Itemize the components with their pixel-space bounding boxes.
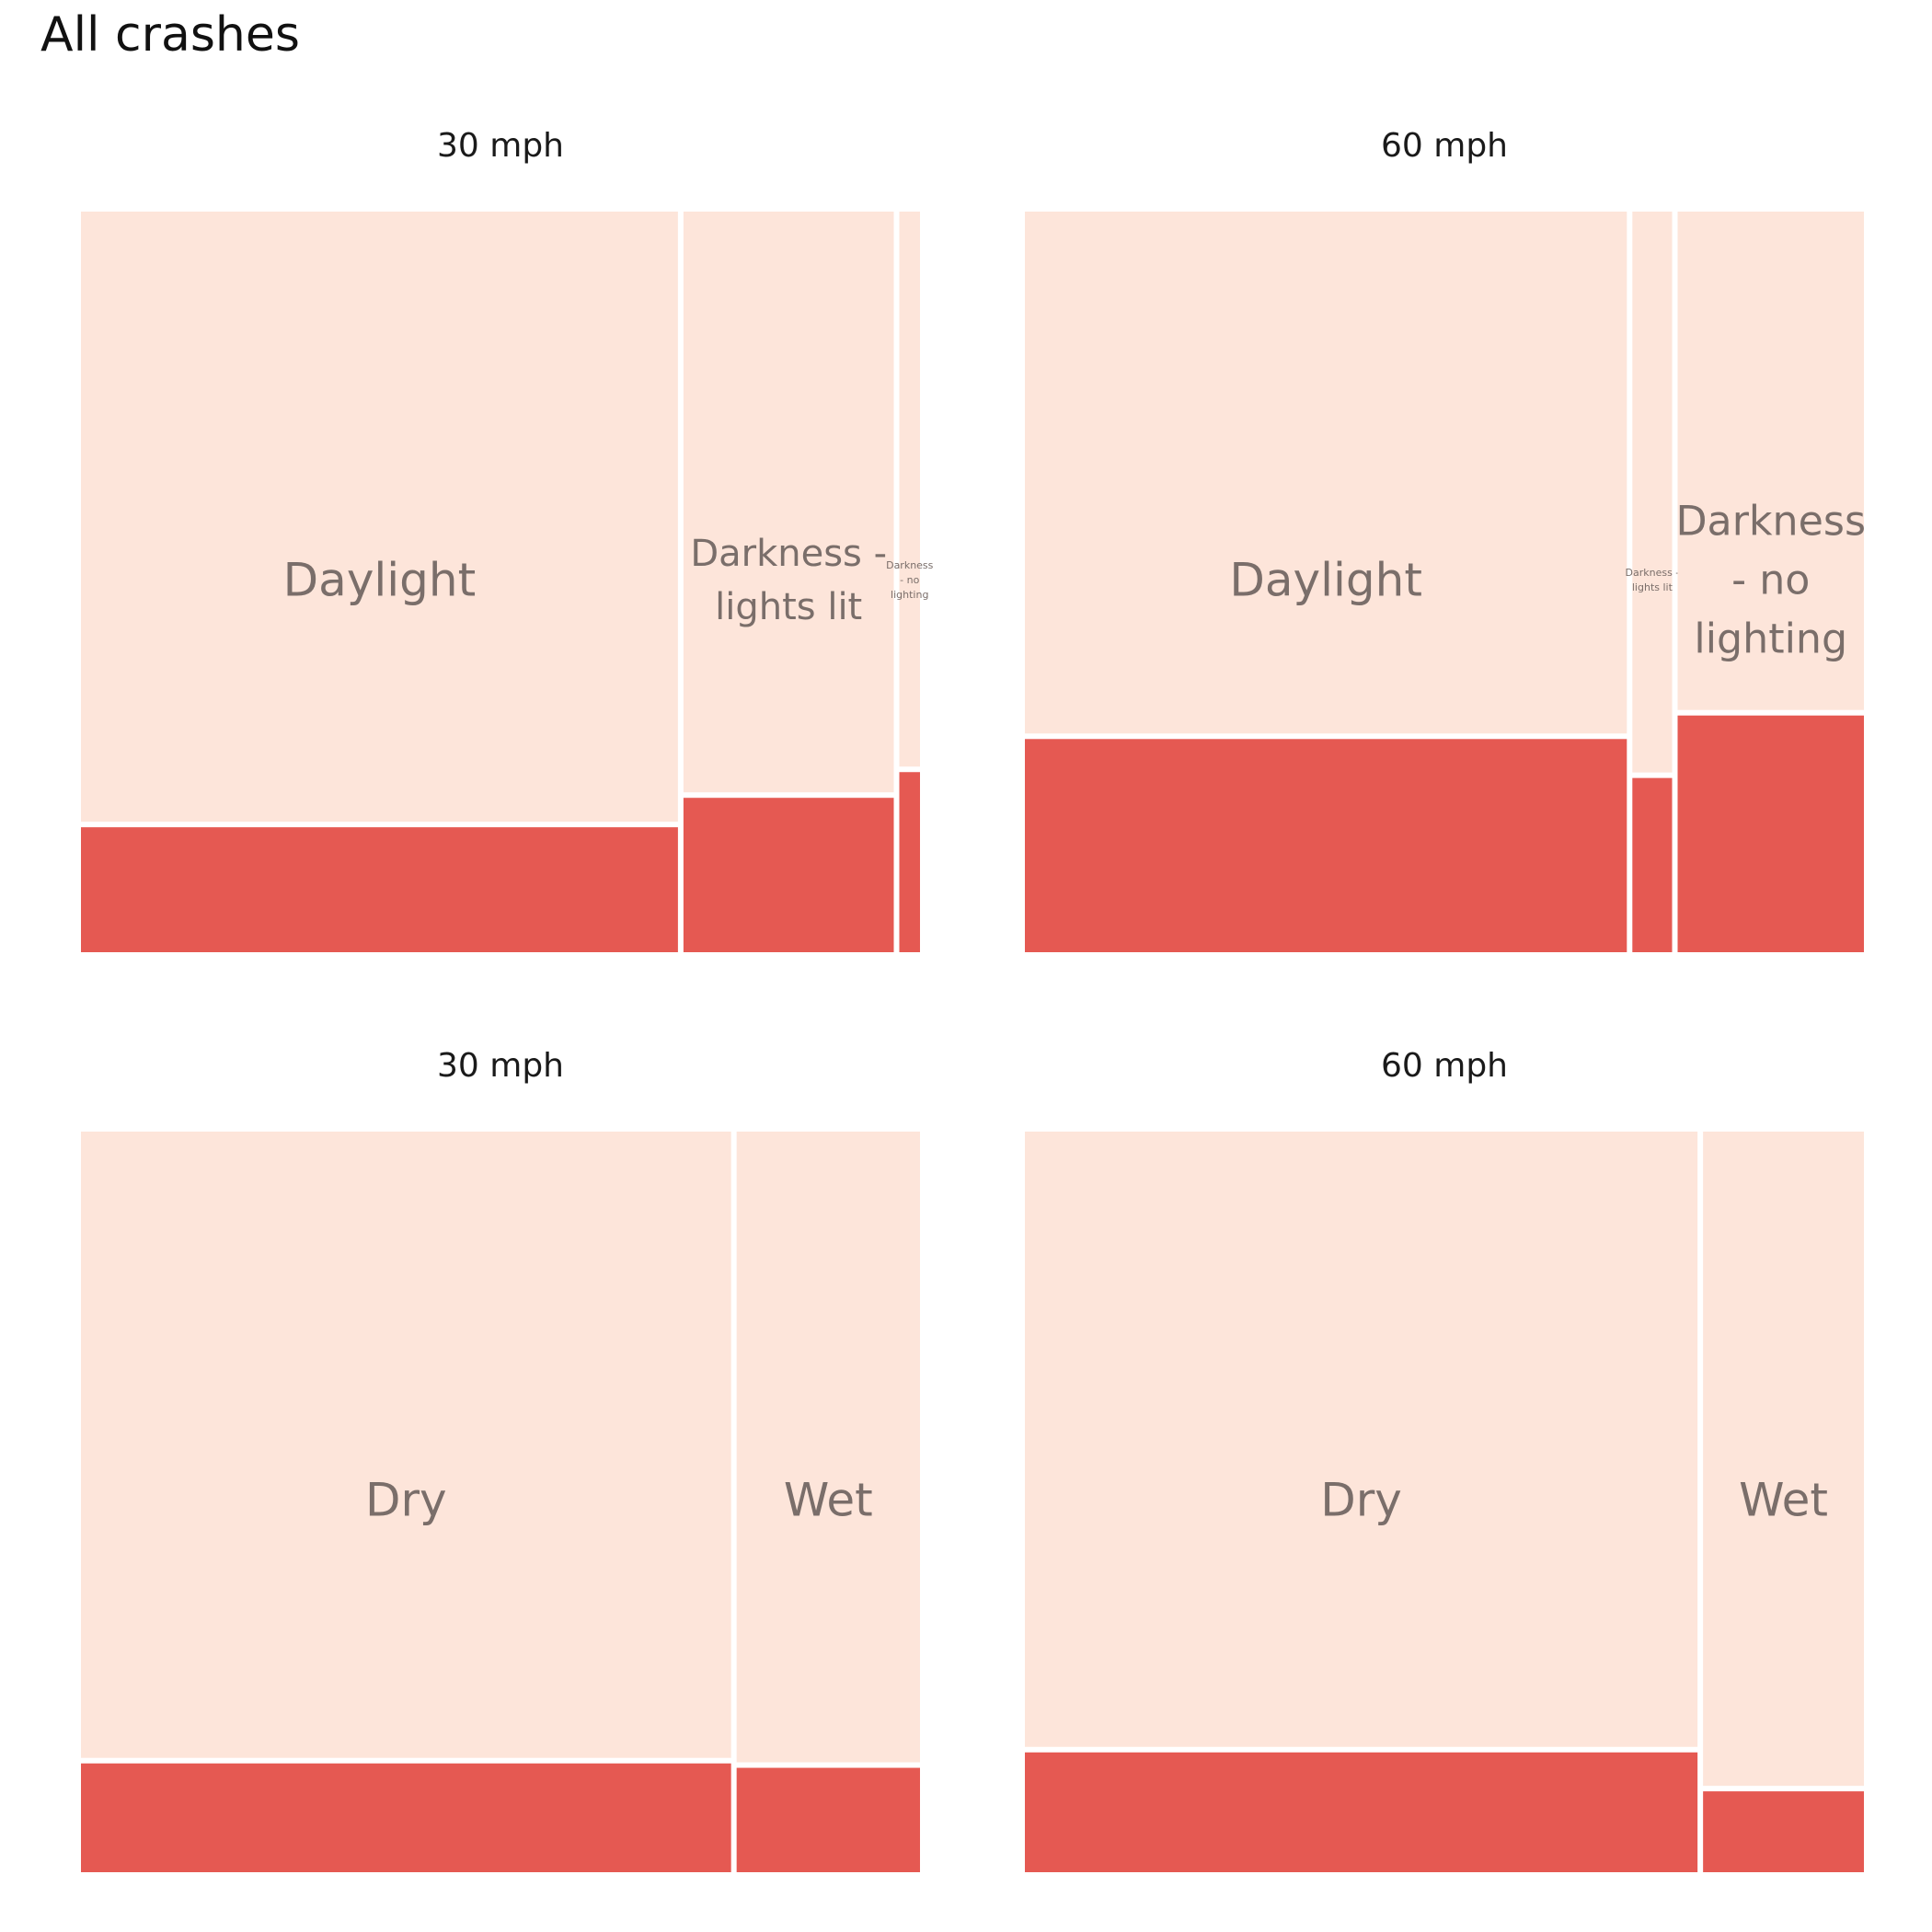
mosaic-tile-label-line: Darkness	[1675, 498, 1866, 545]
mosaic-tile-label-line: lights lit	[715, 586, 862, 628]
mosaic-panel: 30 mph Dry Wet	[81, 1047, 920, 1872]
mosaic-tile-label: Daylight	[283, 554, 477, 607]
mosaic-tile-highlight	[81, 827, 678, 952]
mosaic-tile-label-line: - no	[1731, 558, 1810, 604]
mosaic-tile-background	[683, 212, 894, 793]
mosaic-tile-label: Wet	[784, 1474, 873, 1527]
mosaic-tile-label-line: Wet	[784, 1474, 873, 1527]
mosaic-tile-highlight	[1025, 739, 1627, 952]
mosaic-tile-highlight	[1703, 1791, 1864, 1872]
mosaic-tile-label-line: lighting	[891, 589, 928, 601]
mosaic-tile-label: Wet	[1739, 1474, 1828, 1527]
mosaic-tile-background	[1677, 212, 1864, 710]
mosaic-tile-label-line: Darkness -	[1626, 567, 1680, 579]
mosaic-tile-background	[899, 212, 920, 767]
mosaic-tile-label: Dry	[365, 1474, 447, 1527]
chart-title: All crashes	[40, 7, 300, 63]
mosaic-tile-label-line: - no	[900, 574, 919, 586]
mosaic-tile-label-line: Daylight	[1229, 554, 1422, 607]
mosaic-tile-highlight	[683, 798, 894, 952]
mosaic-tile-label-line: Daylight	[283, 554, 477, 607]
mosaic-tile-label: Darkness - lights lit	[1626, 567, 1680, 593]
panel-title: 60 mph	[1381, 127, 1508, 165]
mosaic-panel: 60 mph Dry Wet	[1025, 1047, 1864, 1872]
mosaic-tile-label: Darkness - no lighting	[1675, 498, 1866, 662]
mosaic-tile-highlight	[81, 1763, 731, 1872]
mosaic-tile-background	[1632, 212, 1673, 773]
mosaic-tile-label: Dry	[1320, 1474, 1402, 1527]
mosaic-tile-label-line: Wet	[1739, 1474, 1828, 1527]
panel-title: 60 mph	[1381, 1047, 1508, 1085]
mosaic-tile-label-line: lights lit	[1632, 581, 1673, 593]
panel-title: 30 mph	[437, 127, 564, 165]
mosaic-tile-label-line: Dry	[1320, 1474, 1402, 1527]
mosaic-tile-background	[81, 1132, 731, 1758]
mosaic-tile-label-line: Darkness -	[690, 533, 887, 575]
mosaic-tile-label-line: Dry	[365, 1474, 447, 1527]
mosaic-tile-background	[1025, 1132, 1698, 1747]
panel-title: 30 mph	[437, 1047, 564, 1085]
mosaic-tile-highlight	[1025, 1752, 1698, 1872]
mosaic-tile-label: Darkness - no lighting	[886, 559, 934, 601]
mosaic-tile-background	[736, 1132, 920, 1763]
mosaic-tile-label: Darkness - lights lit	[690, 533, 887, 628]
mosaic-tile-highlight	[1677, 715, 1864, 952]
mosaic-tile-background	[1025, 212, 1627, 734]
mosaic-tile-label: Daylight	[1229, 554, 1422, 607]
mosaic-tile-highlight	[1632, 777, 1673, 952]
mosaic-tile-background	[1703, 1132, 1864, 1787]
mosaic-tile-background	[81, 212, 678, 822]
mosaic-tile-highlight	[736, 1767, 920, 1872]
mosaic-tile-label-line: Darkness	[886, 559, 934, 571]
mosaic-tile-highlight	[899, 772, 920, 952]
mosaic-tile-label-line: lighting	[1694, 616, 1847, 663]
